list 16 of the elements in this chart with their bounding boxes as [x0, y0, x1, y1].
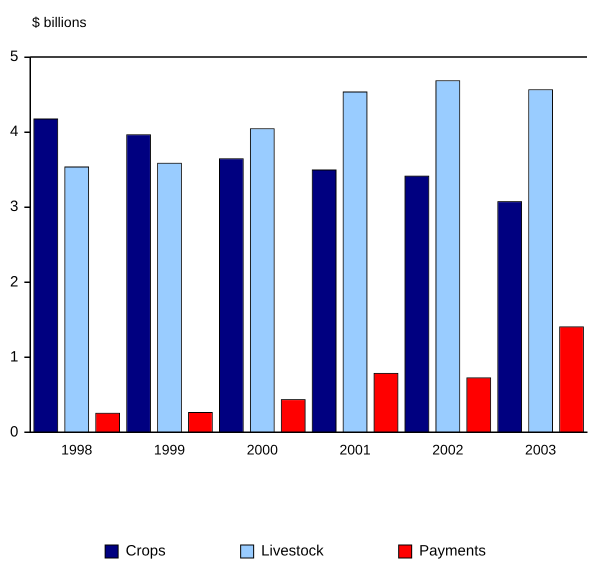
x-tick-label: 2002: [432, 441, 464, 458]
x-tick-label: 2001: [339, 441, 371, 458]
legend-label: Crops: [126, 542, 166, 560]
legend-label: Livestock: [261, 542, 324, 560]
legend-label: Payments: [419, 542, 486, 560]
y-tick-label: 4: [10, 123, 18, 140]
y-tick-label: 0: [10, 423, 18, 440]
y-tick-label: 3: [10, 198, 18, 216]
y-tick-label: 2: [10, 273, 18, 290]
y-tick-label: 5: [10, 48, 18, 66]
x-tick-label: 1999: [154, 441, 186, 458]
y-tick-label: 1: [10, 348, 18, 366]
x-tick-label: 2000: [246, 441, 278, 458]
x-tick-label: 2003: [525, 441, 556, 458]
x-tick-label: 1998: [61, 441, 93, 458]
y-axis-title: $ billions: [32, 14, 86, 30]
